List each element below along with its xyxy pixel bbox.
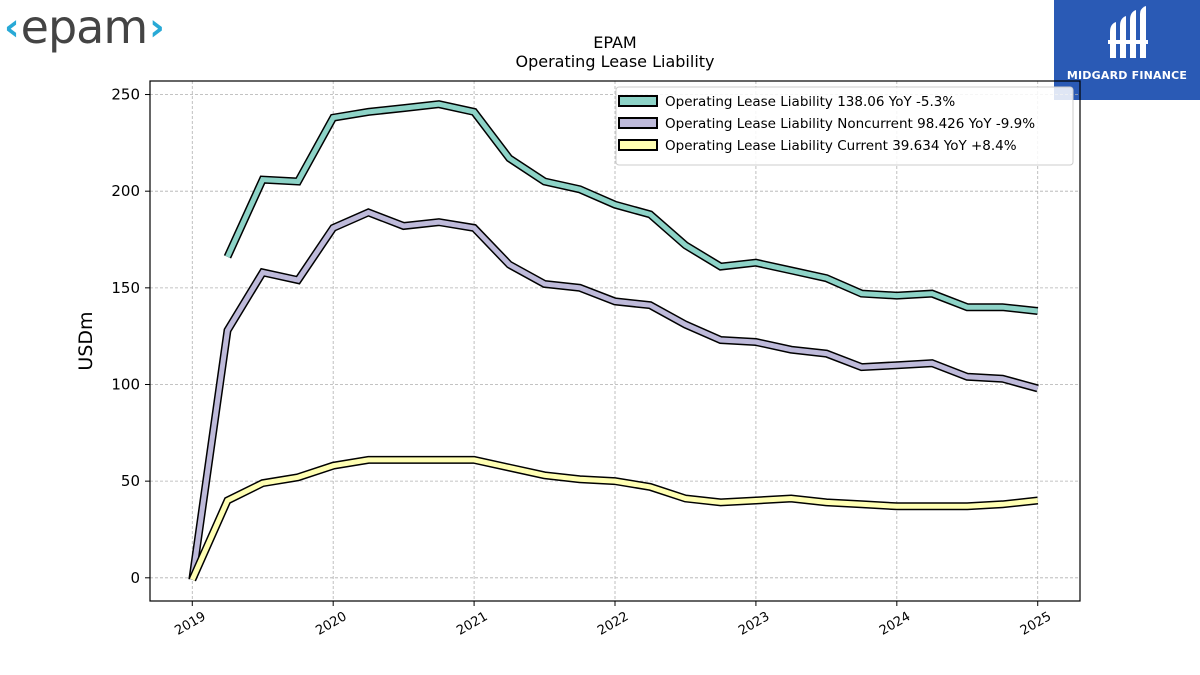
y-tick-label: 150 (111, 279, 140, 297)
y-tick-label: 200 (111, 182, 140, 200)
grid (150, 81, 1080, 601)
series-line-fill (225, 101, 1038, 314)
y-axis-label: USDm (75, 311, 97, 370)
epam-logo: ‹ epam › (4, 0, 165, 54)
legend-swatch (618, 95, 658, 107)
legend[interactable]: Operating Lease Liability 138.06 YoY -5.… (615, 86, 1074, 166)
x-tick-label: 2023 (736, 609, 772, 639)
y-tick-label: 0 (130, 569, 140, 587)
y-tick-label: 50 (121, 472, 140, 490)
legend-label: Operating Lease Liability Current 39.634… (665, 138, 1017, 154)
chart-title: EPAM (593, 33, 636, 52)
legend-item[interactable]: Operating Lease Liability Current 39.634… (618, 138, 1017, 154)
series-line-fill (190, 457, 1038, 581)
legend-box (615, 86, 1074, 166)
legend-swatch (618, 139, 658, 151)
x-tick-label: 2022 (595, 609, 631, 639)
midgard-brand-text: MIDGARD FINANCE (1066, 69, 1188, 82)
chart-subtitle: Operating Lease Liability (515, 52, 714, 71)
y-axis: 0 50 100 150 200 250 (111, 86, 150, 587)
x-tick-label: 2025 (1018, 609, 1054, 639)
epam-logo-text: epam (20, 0, 148, 54)
series-layer (188, 100, 1039, 582)
midgard-emblem-icon (1108, 6, 1148, 58)
x-tick-label: 2020 (313, 609, 349, 639)
chevron-right-icon: › (149, 5, 165, 49)
series-line-3 (188, 455, 1039, 582)
legend-swatch (618, 117, 658, 129)
series-line-fill (189, 209, 1039, 581)
series-line-2 (188, 208, 1039, 581)
legend-item[interactable]: Operating Lease Liability 138.06 YoY -5.… (618, 94, 955, 110)
legend-label: Operating Lease Liability Noncurrent 98.… (665, 116, 1035, 132)
series-line-1 (223, 100, 1039, 315)
legend-item[interactable]: Operating Lease Liability Noncurrent 98.… (618, 116, 1035, 132)
midgard-finance-logo: MIDGARD FINANCE (1054, 0, 1200, 100)
chevron-left-icon: ‹ (4, 5, 20, 49)
y-tick-label: 250 (111, 86, 140, 104)
legend-label: Operating Lease Liability 138.06 YoY -5.… (665, 94, 955, 110)
x-tick-label: 2024 (877, 609, 913, 639)
y-tick-label: 100 (111, 375, 140, 393)
x-tick-label: 2019 (172, 609, 208, 639)
x-tick-label: 2021 (454, 609, 490, 639)
x-axis: 2019 2020 2021 2022 2023 2024 2025 (172, 601, 1054, 639)
